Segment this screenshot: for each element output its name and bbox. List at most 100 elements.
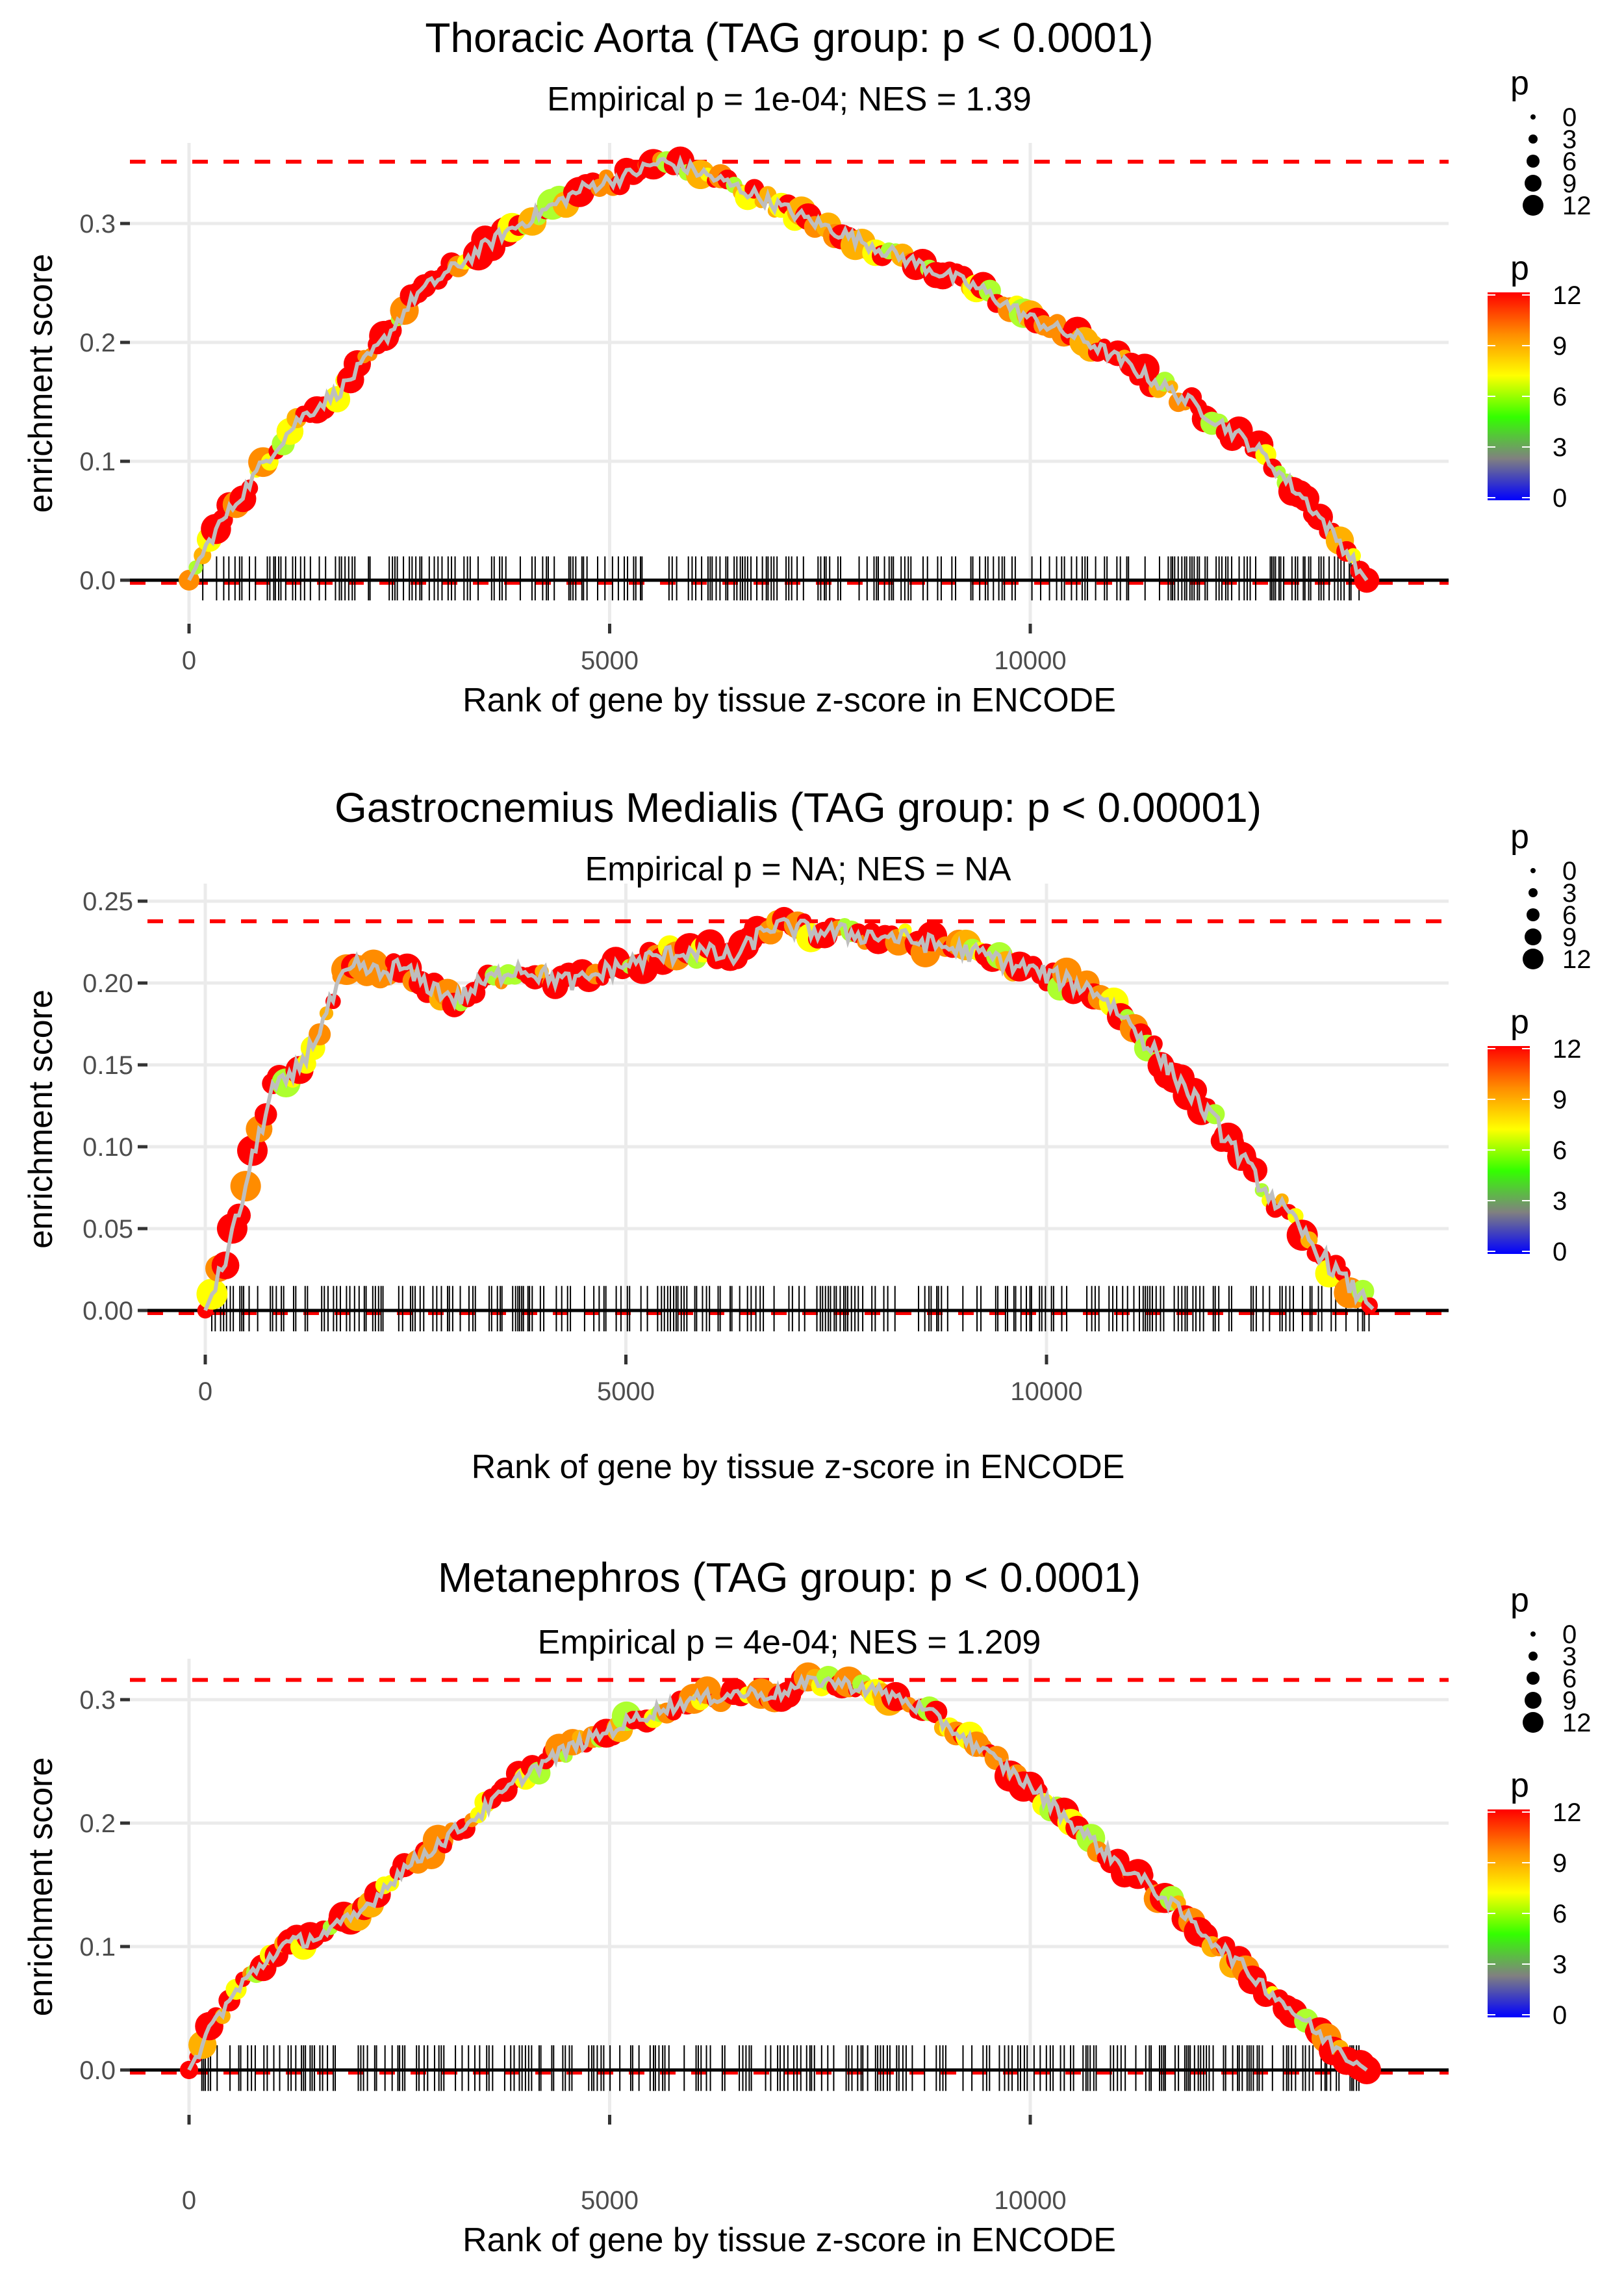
color-legend-title: p (1510, 1767, 1529, 1804)
y-axis-title: enrichment score (22, 254, 60, 513)
color-legend-label: 0 (1553, 1238, 1567, 1266)
es-points (179, 1662, 1381, 2084)
x-tick-label: 5000 (581, 2186, 639, 2215)
size-legend-dot (1527, 1672, 1540, 1685)
color-legend-label: 0 (1553, 2001, 1567, 2030)
color-legend-title: p (1510, 1003, 1529, 1041)
color-legend-label: 6 (1553, 1900, 1567, 1928)
size-legend-title: p (1510, 64, 1529, 102)
color-legend-label: 6 (1553, 1136, 1567, 1165)
size-legend-dot (1527, 908, 1540, 921)
es-line (203, 917, 1375, 1312)
y-tick-label: 0.0 (79, 567, 116, 595)
size-legend-dot (1523, 949, 1543, 969)
panel-2: Gastrocnemius Medialis (TAG group: p < 0… (22, 784, 1592, 1486)
size-legend-label: 6 (1562, 147, 1577, 176)
x-tick-label: 10000 (994, 646, 1066, 675)
x-tick-label: 0 (182, 646, 196, 675)
size-legend-label: 0 (1562, 103, 1577, 132)
size-legend-title: p (1510, 1581, 1529, 1619)
color-legend-label: 12 (1553, 1798, 1582, 1827)
size-legend-dot (1525, 928, 1542, 945)
es-line (187, 1673, 1368, 2072)
size-legend-label: 0 (1562, 1620, 1577, 1649)
size-legend-label: 3 (1562, 125, 1577, 154)
chart-subtitle: Empirical p = 4e-04; NES = 1.209 (538, 1624, 1041, 1661)
size-legend-dot (1530, 114, 1536, 120)
color-legend-label: 3 (1553, 1187, 1567, 1216)
chart-title: Thoracic Aorta (TAG group: p < 0.0001) (425, 14, 1153, 61)
color-legend-label: 12 (1553, 1035, 1582, 1064)
chart-subtitle: Empirical p = 1e-04; NES = 1.39 (547, 81, 1032, 118)
y-tick-label: 0.25 (82, 888, 133, 916)
size-legend-dot (1523, 195, 1543, 216)
y-tick-label: 0.05 (82, 1215, 133, 1244)
size-legend-label: 12 (1562, 945, 1592, 974)
x-axis-title: Rank of gene by tissue z-score in ENCODE (463, 682, 1116, 719)
y-axis-title: enrichment score (22, 990, 60, 1249)
y-tick-label: 0.0 (79, 2056, 116, 2085)
color-legend-label: 9 (1553, 1086, 1567, 1114)
color-legend-label: 9 (1553, 1849, 1567, 1878)
y-tick-label: 0.10 (82, 1133, 133, 1162)
size-legend-dot (1530, 1631, 1536, 1637)
size-legend-dot (1523, 1712, 1543, 1733)
es-line (187, 154, 1369, 581)
size-legend-dot (1525, 175, 1542, 192)
x-tick-label: 10000 (1010, 1377, 1082, 1406)
chart-subtitle: Empirical p = NA; NES = NA (585, 850, 1011, 888)
size-legend-dot (1529, 134, 1538, 144)
rug-ticks (211, 1286, 1370, 1332)
es-points (179, 146, 1380, 593)
rug-ticks (201, 2045, 1360, 2091)
size-legend-label: 12 (1562, 192, 1592, 220)
y-tick-label: 0.2 (79, 1809, 116, 1838)
y-tick-label: 0.2 (79, 329, 116, 357)
size-legend-label: 9 (1562, 1687, 1577, 1715)
x-axis-title: Rank of gene by tissue z-score in ENCODE (463, 2221, 1116, 2259)
y-tick-label: 0.3 (79, 210, 116, 238)
size-legend-label: 9 (1562, 170, 1577, 198)
color-legend-title: p (1510, 249, 1529, 287)
panel-3: Metanephros (TAG group: p < 0.0001) Empir… (22, 1554, 1592, 2259)
chart-title: Metanephros (TAG group: p < 0.0001) (438, 1554, 1141, 1601)
rug-ticks (202, 556, 1360, 601)
color-legend-label: 3 (1553, 433, 1567, 462)
size-legend-title: p (1510, 818, 1529, 856)
y-axis-title: enrichment score (22, 1757, 60, 2017)
size-legend-label: 12 (1562, 1709, 1592, 1737)
color-legend-label: 12 (1553, 281, 1582, 310)
chart-title: Gastrocnemius Medialis (TAG group: p < 0… (335, 784, 1262, 831)
y-tick-label: 0.1 (79, 1933, 116, 1961)
size-legend-dot (1525, 1692, 1542, 1709)
y-tick-label: 0.20 (82, 969, 133, 998)
size-legend-label: 6 (1562, 901, 1577, 930)
size-legend-label: 6 (1562, 1665, 1577, 1693)
x-tick-label: 5000 (597, 1377, 655, 1406)
x-tick-label: 5000 (581, 646, 639, 675)
color-legend-label: 9 (1553, 332, 1567, 361)
x-tick-label: 0 (198, 1377, 212, 1406)
size-legend-label: 3 (1562, 879, 1577, 908)
size-legend-label: 3 (1562, 1642, 1577, 1671)
size-legend-label: 9 (1562, 923, 1577, 952)
size-legend-label: 0 (1562, 857, 1577, 886)
size-legend-dot (1529, 1652, 1538, 1661)
y-tick-label: 0.1 (79, 448, 116, 476)
size-legend-dot (1529, 888, 1538, 897)
size-legend-dot (1527, 155, 1540, 168)
y-tick-label: 0.3 (79, 1686, 116, 1715)
color-legend-label: 3 (1553, 1950, 1567, 1979)
x-tick-label: 0 (182, 2186, 196, 2215)
x-axis-title: Rank of gene by tissue z-score in ENCODE (472, 1448, 1125, 1486)
y-tick-label: 0.15 (82, 1051, 133, 1080)
color-legend-label: 0 (1553, 484, 1567, 513)
panel-1: Thoracic Aorta (TAG group: p < 0.0001) Em… (22, 14, 1592, 719)
y-tick-label: 0.00 (82, 1297, 133, 1325)
color-legend-label: 6 (1553, 383, 1567, 411)
size-legend-dot (1530, 868, 1536, 873)
